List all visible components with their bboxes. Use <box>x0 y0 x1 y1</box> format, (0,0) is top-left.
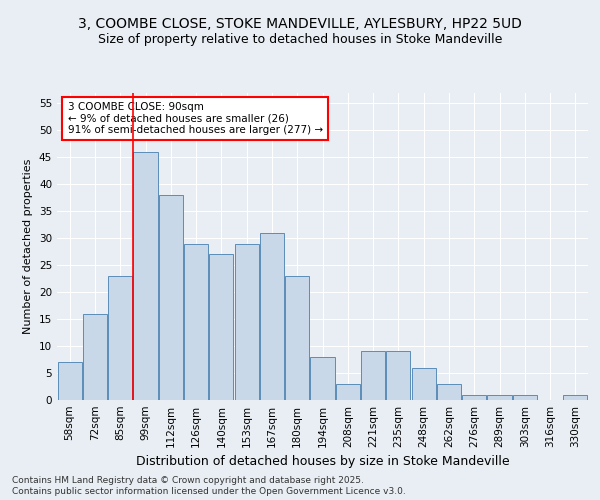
Bar <box>487 394 512 400</box>
Bar <box>462 394 486 400</box>
Bar <box>58 362 82 400</box>
Bar <box>260 233 284 400</box>
Bar <box>285 276 309 400</box>
Bar <box>108 276 132 400</box>
Bar <box>361 352 385 400</box>
Bar <box>437 384 461 400</box>
Bar <box>386 352 410 400</box>
Text: 3, COOMBE CLOSE, STOKE MANDEVILLE, AYLESBURY, HP22 5UD: 3, COOMBE CLOSE, STOKE MANDEVILLE, AYLES… <box>78 18 522 32</box>
Text: 3 COOMBE CLOSE: 90sqm
← 9% of detached houses are smaller (26)
91% of semi-detac: 3 COOMBE CLOSE: 90sqm ← 9% of detached h… <box>68 102 323 135</box>
Bar <box>235 244 259 400</box>
Bar <box>563 394 587 400</box>
Bar <box>133 152 158 400</box>
Bar <box>184 244 208 400</box>
Text: Contains HM Land Registry data © Crown copyright and database right 2025.: Contains HM Land Registry data © Crown c… <box>12 476 364 485</box>
Bar <box>336 384 360 400</box>
X-axis label: Distribution of detached houses by size in Stoke Mandeville: Distribution of detached houses by size … <box>136 456 509 468</box>
Text: Size of property relative to detached houses in Stoke Mandeville: Size of property relative to detached ho… <box>98 32 502 46</box>
Y-axis label: Number of detached properties: Number of detached properties <box>23 158 34 334</box>
Bar <box>412 368 436 400</box>
Bar <box>83 314 107 400</box>
Bar <box>310 357 335 400</box>
Text: Contains public sector information licensed under the Open Government Licence v3: Contains public sector information licen… <box>12 487 406 496</box>
Bar <box>159 195 183 400</box>
Bar <box>513 394 537 400</box>
Bar <box>209 254 233 400</box>
